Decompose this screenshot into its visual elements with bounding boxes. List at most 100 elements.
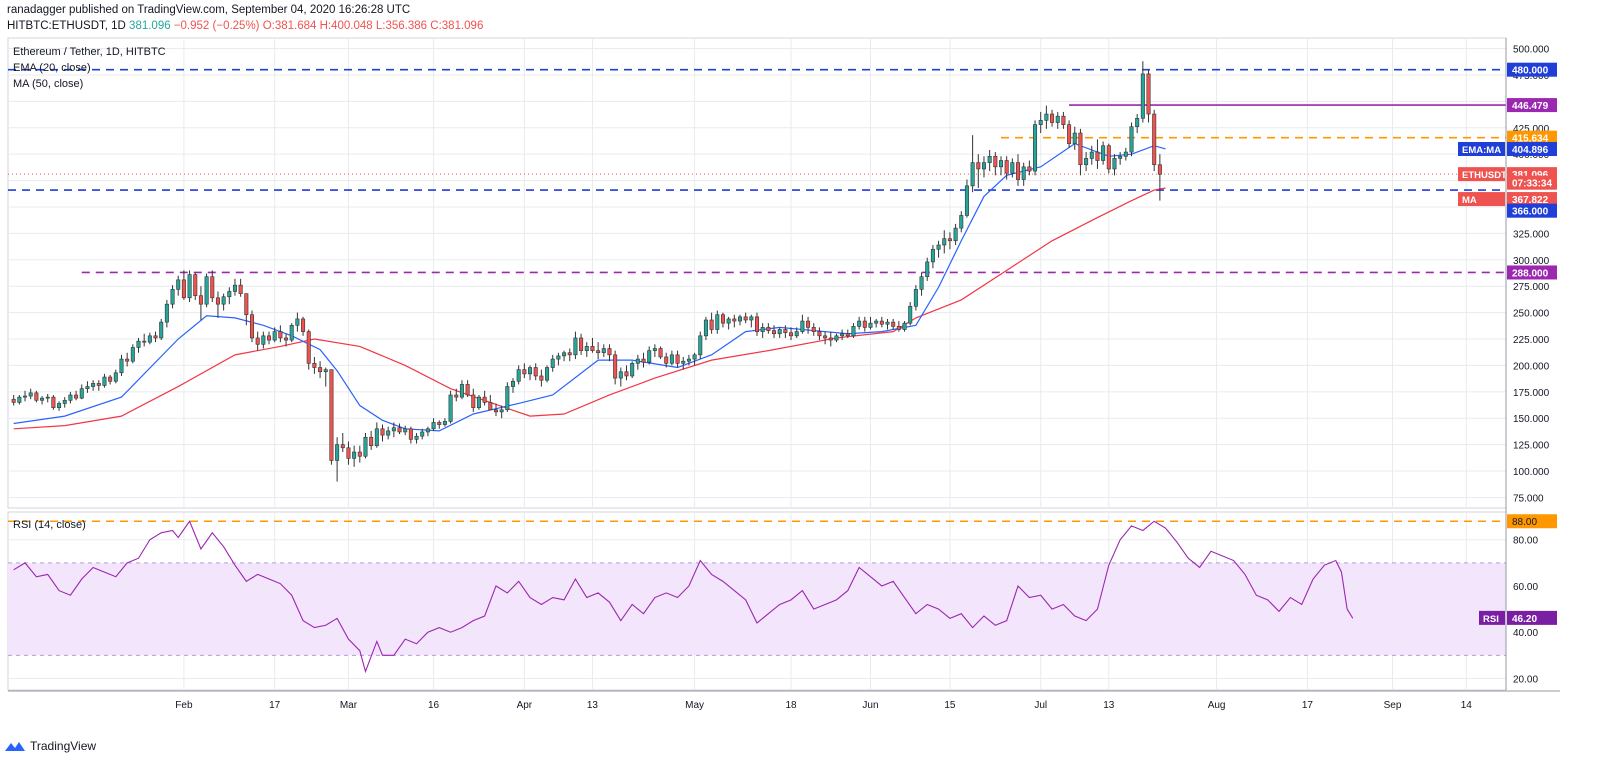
candle-body — [312, 363, 317, 368]
candle-body — [408, 428, 413, 440]
price-tag-label: 288.000 — [1512, 268, 1549, 279]
rsi-overbought-tag — [1507, 514, 1557, 529]
candle-body — [953, 227, 958, 242]
candle-body — [947, 238, 952, 242]
candle-body — [1038, 120, 1043, 125]
candle-body — [153, 335, 158, 339]
ohlc-close: C:381.096 — [430, 20, 484, 32]
candle-body — [147, 335, 152, 343]
candle-body — [766, 327, 771, 331]
time-tick-label: Mar — [340, 700, 358, 711]
candle-body — [511, 380, 516, 387]
ma-legend: MA (50, close) — [13, 78, 84, 90]
rsi-band — [8, 562, 1506, 656]
candle-body — [664, 356, 669, 364]
ohlc-low: L:356.386 — [375, 20, 428, 32]
candle-body — [754, 316, 760, 332]
candle-body — [556, 355, 561, 360]
candle-body — [499, 409, 504, 413]
candle-body — [51, 396, 56, 408]
candle-body — [1010, 162, 1015, 174]
candle-body — [459, 384, 464, 398]
time-tick-label: Feb — [175, 700, 193, 711]
price-tag-label: 366.000 — [1512, 207, 1549, 218]
candle-body — [198, 295, 203, 305]
candle-body — [789, 332, 794, 337]
candle-body — [823, 335, 828, 339]
candle-body — [874, 320, 879, 324]
price-tick-label: 150.000 — [1513, 414, 1550, 425]
candle-body — [329, 369, 334, 461]
candle-body — [726, 318, 731, 324]
rsi-tick-label: 60.00 — [1513, 582, 1538, 593]
candle-body — [981, 162, 986, 170]
candle-body — [442, 421, 447, 425]
publish-info: ranadagger published on TradingView.com,… — [7, 4, 411, 16]
candle-body — [1106, 145, 1111, 170]
candle-body — [1129, 126, 1134, 153]
tradingview-footer[interactable]: TradingView — [4, 739, 96, 753]
candle-body — [885, 321, 890, 325]
candle-body — [380, 428, 385, 436]
candle-body — [993, 155, 998, 168]
candle-body — [1089, 151, 1094, 159]
candle-body — [249, 314, 254, 339]
tradingview-logo-icon — [5, 742, 25, 751]
price-tag-prefix-label: EMA:MA — [1462, 145, 1501, 156]
candle-body — [817, 331, 822, 337]
candle-body — [862, 320, 867, 328]
candle-body — [681, 360, 686, 364]
price-tag-label: 404.896 — [1512, 145, 1549, 156]
time-tick-label: Jul — [1034, 700, 1047, 711]
candle-body — [488, 402, 493, 411]
candle-body — [267, 335, 272, 341]
candle-body — [1095, 151, 1100, 161]
candle-body — [675, 354, 680, 364]
candle-body — [301, 318, 306, 332]
candle-body — [732, 318, 737, 322]
rsi-tick-label: 20.00 — [1513, 674, 1538, 685]
price-change: −0.952 (−0.25%) — [173, 20, 260, 32]
candle-body — [96, 383, 101, 386]
candle-body — [1084, 158, 1089, 166]
candle-body — [187, 274, 192, 299]
candle-body — [760, 327, 765, 332]
candle-body — [482, 396, 487, 403]
candle-body — [692, 354, 697, 360]
candle-body — [669, 354, 674, 364]
candle-body — [363, 436, 368, 457]
candle-body — [414, 435, 419, 440]
candle-body — [959, 215, 964, 229]
candle-body — [374, 428, 379, 446]
time-tick-label: Apr — [517, 700, 533, 711]
candle-body — [1101, 145, 1106, 161]
price-tick-label: 325.000 — [1513, 229, 1550, 240]
candle-body — [828, 337, 833, 341]
price-tag — [1507, 98, 1557, 113]
price-tag — [1507, 265, 1557, 280]
time-tick-label: May — [685, 700, 704, 711]
candle-body — [28, 392, 33, 397]
candle-body — [613, 354, 618, 379]
time-tick-label: 13 — [587, 700, 599, 711]
candle-body — [698, 335, 703, 356]
candle-body — [811, 327, 816, 332]
candle-body — [647, 350, 652, 363]
rsi-line — [13, 520, 1354, 674]
candle-body — [465, 384, 470, 396]
ohlc-open: O:381.684 — [262, 20, 317, 32]
candle-body — [550, 358, 555, 368]
candle-body — [136, 340, 141, 348]
candle-body — [601, 348, 606, 354]
candle-body — [562, 352, 567, 357]
candle-body — [737, 316, 742, 322]
candle-body — [618, 371, 623, 379]
candle-body — [369, 436, 374, 446]
candle-body — [703, 319, 708, 337]
candle-body — [159, 321, 164, 339]
candle-body — [998, 160, 1003, 168]
candle-body — [1123, 151, 1128, 157]
candle-body — [493, 409, 498, 413]
candle-body — [1061, 115, 1066, 125]
